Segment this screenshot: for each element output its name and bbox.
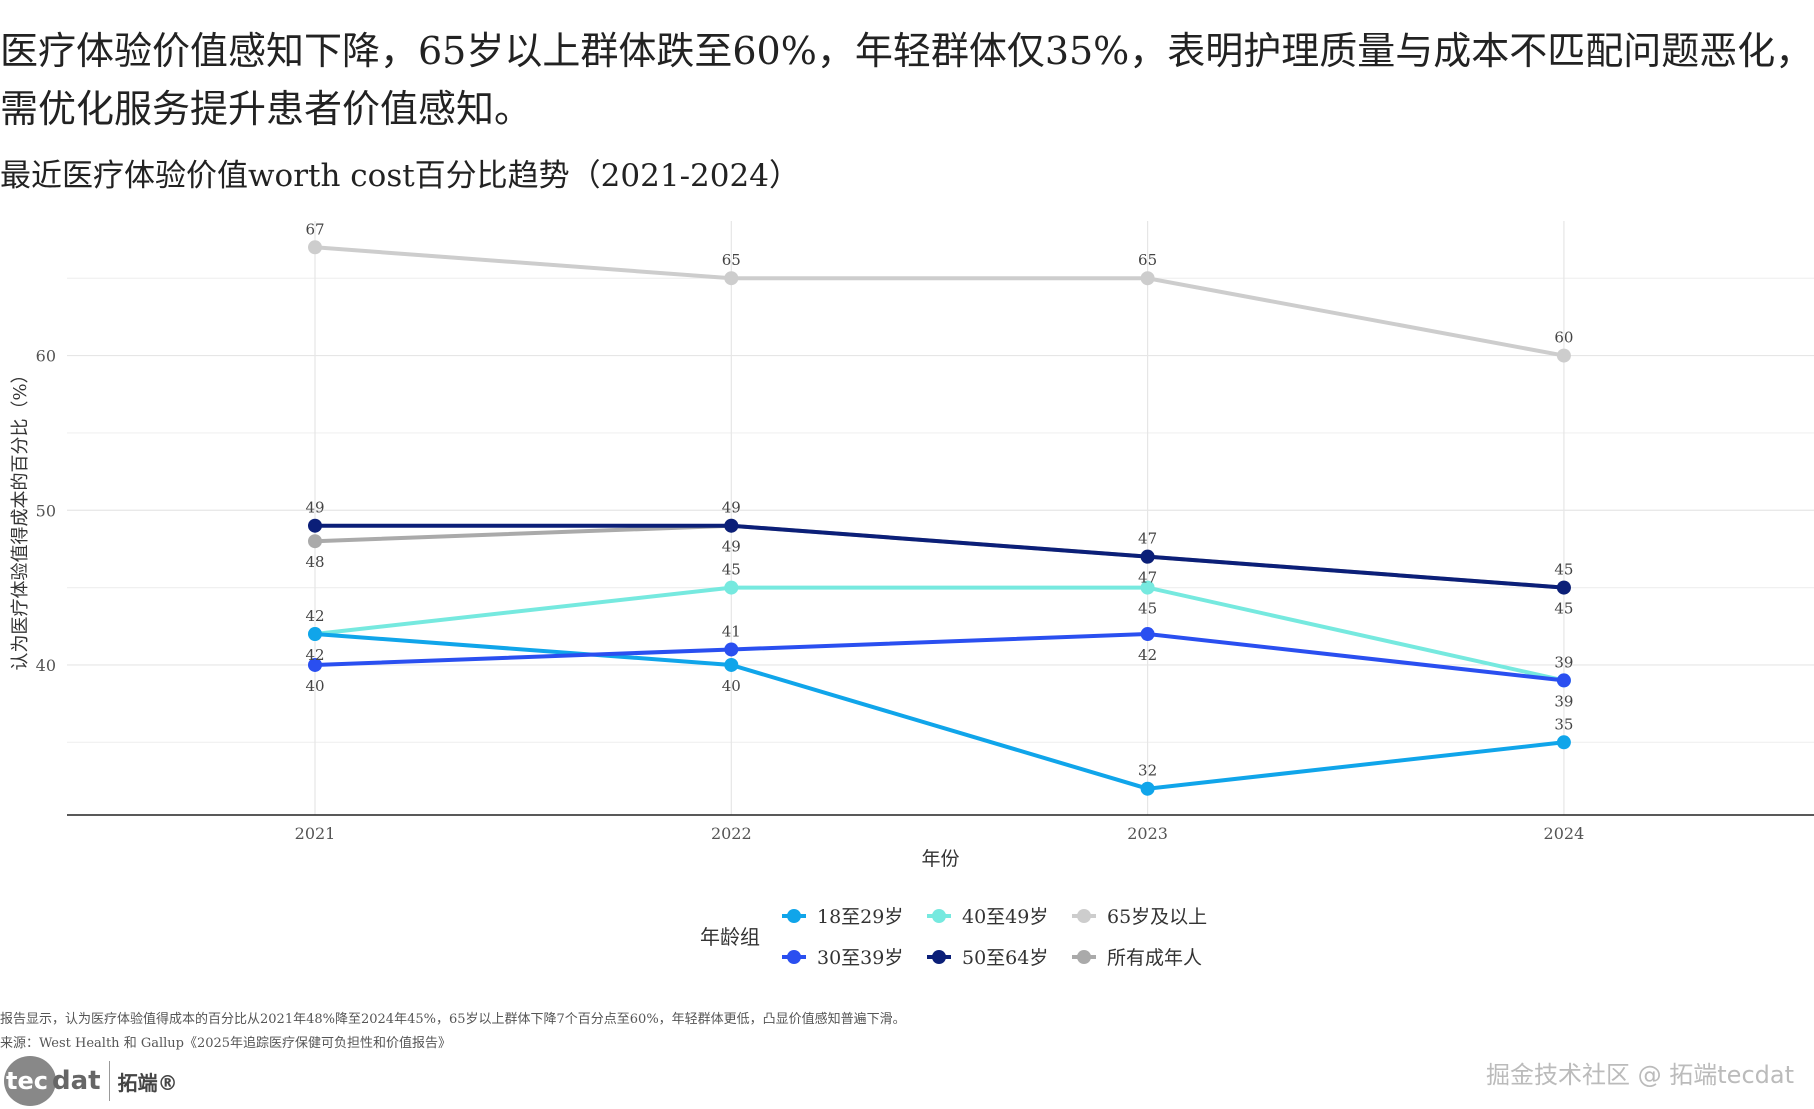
y-tick-label: 60: [36, 347, 56, 366]
data-label: 45: [1554, 600, 1573, 618]
legend-key-point: [1077, 909, 1091, 923]
logo-mark2: dat: [52, 1066, 101, 1096]
data-point: [724, 518, 739, 533]
data-point: [724, 642, 739, 657]
data-label: 40: [722, 677, 741, 695]
data-label: 42: [305, 646, 324, 664]
data-point: [1556, 735, 1571, 750]
data-label: 67: [305, 220, 324, 238]
legend-label: 50至64岁: [962, 947, 1048, 969]
data-label: 45: [1138, 600, 1157, 618]
data-label: 45: [722, 561, 741, 579]
legend-key-point: [932, 950, 946, 964]
data-point: [724, 271, 739, 286]
data-label: 47: [1138, 530, 1157, 548]
data-label: 65: [1138, 251, 1157, 269]
x-tick-label: 2021: [295, 824, 336, 843]
data-point: [308, 627, 322, 642]
legend-label: 18至29岁: [817, 906, 903, 928]
chart-title: 医疗体验价值感知下降，65岁以上群体跌至60%，年轻群体仅35%，表明护理质量与…: [0, 29, 1814, 131]
data-point: [1140, 627, 1155, 642]
x-axis-title: 年份: [921, 848, 959, 870]
data-point: [1556, 348, 1571, 363]
note-text: 报告显示，认为医疗体验值得成本的百分比从2021年48%降至2024年45%，6…: [0, 1012, 906, 1027]
data-point: [1140, 549, 1155, 564]
series-line-0: [314, 632, 1565, 791]
y-tick-label: 50: [36, 501, 56, 520]
data-point: [1140, 271, 1155, 286]
data-point: [1556, 580, 1571, 595]
data-label: 32: [1138, 762, 1157, 780]
data-label: 42: [305, 607, 324, 625]
legend-label: 65岁及以上: [1107, 906, 1207, 928]
data-label: 40: [305, 677, 324, 695]
data-point: [308, 240, 322, 255]
data-point: [1140, 580, 1155, 595]
legend-label: 所有成年人: [1107, 947, 1202, 969]
data-label: 35: [1554, 715, 1573, 733]
legend-key-point: [787, 950, 801, 964]
data-label: 45: [1554, 561, 1573, 579]
y-axis-title: 认为医疗体验值得成本的百分比（%）: [10, 365, 31, 670]
legend-title: 年龄组: [700, 925, 760, 949]
legend-label: 30至39岁: [817, 947, 903, 969]
line-chart: 40 50 60 2021 2022 2023 2024 年份 认为医疗体验值得成本的百分比（%…: [10, 220, 1814, 969]
x-tick-label: 2022: [711, 824, 752, 843]
data-point: [308, 657, 322, 672]
legend-label: 40至49岁: [962, 906, 1048, 928]
data-label: 47: [1138, 569, 1157, 587]
data-point: [308, 534, 322, 549]
tecdat-logo: tec dat 拓端®: [4, 1056, 178, 1106]
data-label: 41: [722, 622, 741, 640]
series-line-4: [315, 523, 1565, 590]
legend-key-point: [1077, 950, 1091, 964]
watermark: 掘金技术社区 @ 拓端tecdat: [1486, 1061, 1794, 1089]
x-tick-label: 2023: [1127, 824, 1168, 843]
data-point: [308, 518, 322, 533]
x-tick-label: 2024: [1544, 824, 1585, 843]
series-line-1: [314, 585, 1565, 683]
data-point: [1556, 673, 1571, 688]
chart-subtitle: 最近医疗体验价值worth cost百分比趋势（2021-2024）: [0, 158, 800, 194]
data-label: 49: [722, 538, 741, 556]
data-label: 42: [1138, 646, 1157, 664]
series-line-3: [314, 632, 1565, 683]
series-line-2: [314, 245, 1565, 358]
data-label: 49: [722, 499, 741, 517]
data-label: 39: [1554, 692, 1573, 710]
data-label: 60: [1554, 329, 1573, 347]
series-line-5: [314, 523, 1565, 590]
logo-mark: tec: [4, 1056, 56, 1106]
data-point: [1140, 781, 1155, 796]
legend-key-point: [932, 909, 946, 923]
y-tick-label: 40: [36, 656, 56, 675]
data-label: 65: [722, 251, 741, 269]
data-point: [724, 657, 739, 672]
data-label: 49: [305, 499, 324, 517]
data-label: 48: [305, 553, 324, 571]
data-label: 39: [1554, 653, 1573, 671]
legend-key-point: [787, 909, 801, 923]
source-text: 来源：West Health 和 Gallup《2025年追踪医疗保健可负担性和…: [0, 1036, 452, 1051]
data-point: [724, 580, 739, 595]
logo-brand: 拓端®: [117, 1070, 178, 1095]
